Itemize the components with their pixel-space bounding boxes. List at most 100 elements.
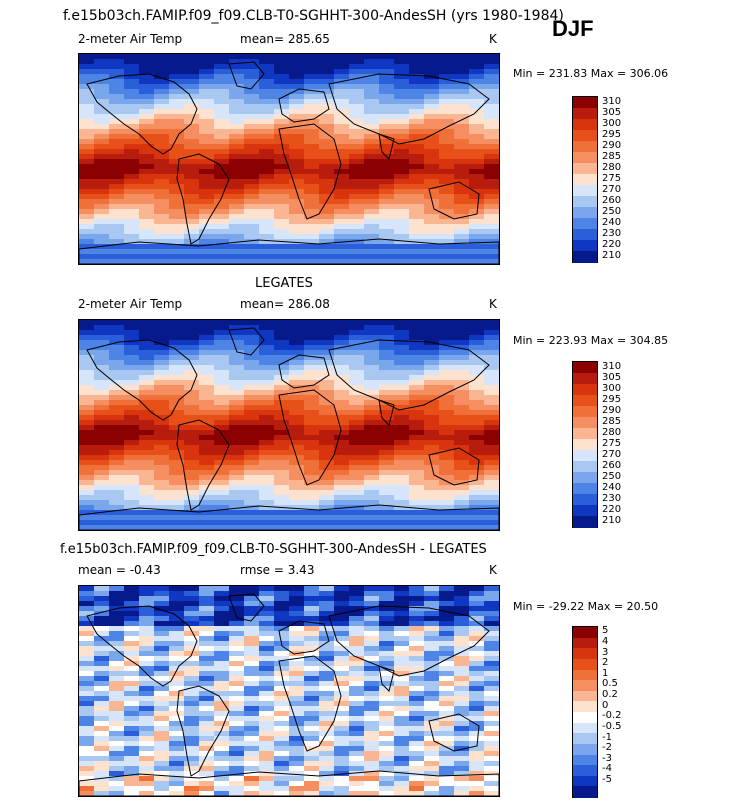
map-cell xyxy=(79,79,95,85)
map-cell xyxy=(94,114,110,120)
map-cell xyxy=(199,721,215,727)
map-cell xyxy=(424,430,440,436)
map-cell xyxy=(469,335,485,341)
map-cell xyxy=(274,460,290,466)
map-cell xyxy=(184,500,200,506)
map-cell xyxy=(379,194,395,200)
map-cell xyxy=(199,621,215,627)
map-cell xyxy=(484,631,499,637)
map-cell xyxy=(484,786,499,792)
map-cell xyxy=(214,109,230,115)
map-cell xyxy=(304,671,320,677)
map-cell xyxy=(109,691,125,697)
map-cell xyxy=(274,129,290,135)
map-cell xyxy=(394,515,410,521)
map-cell xyxy=(124,515,140,521)
map-cell xyxy=(484,109,499,115)
map-cell xyxy=(349,395,365,401)
map-cell xyxy=(364,485,380,491)
map-cell xyxy=(274,616,290,622)
map-cell xyxy=(244,776,260,782)
map-cell xyxy=(424,189,440,195)
map-cell xyxy=(109,656,125,662)
map-cell xyxy=(334,124,350,130)
map-field xyxy=(79,320,499,530)
map-cell xyxy=(439,154,455,160)
map-cell xyxy=(409,395,425,401)
map-cell xyxy=(259,219,275,225)
map-cell xyxy=(364,54,380,60)
map-cell xyxy=(334,320,350,326)
map-cell xyxy=(274,84,290,90)
map-cell xyxy=(424,621,440,627)
map-cell xyxy=(364,134,380,140)
map-cell xyxy=(334,691,350,697)
map-cell xyxy=(484,515,499,521)
map-cell xyxy=(184,741,200,747)
map-cell xyxy=(469,440,485,446)
map-cell xyxy=(169,405,185,411)
map-cell xyxy=(79,681,95,687)
map-cell xyxy=(319,751,335,757)
map-cell xyxy=(229,229,245,235)
map-cell xyxy=(394,606,410,612)
map-cell xyxy=(454,786,470,792)
map-cell xyxy=(94,124,110,130)
map-cell xyxy=(79,114,95,120)
map-cell xyxy=(109,455,125,461)
map-cell xyxy=(244,681,260,687)
map-cell xyxy=(79,721,95,727)
map-cell xyxy=(304,726,320,732)
map-cell xyxy=(334,430,350,436)
map-cell xyxy=(289,380,305,386)
map-cell xyxy=(409,520,425,526)
map-cell xyxy=(259,525,275,530)
map-cell xyxy=(394,601,410,607)
map-cell xyxy=(364,656,380,662)
map-cell xyxy=(394,124,410,130)
map-cell xyxy=(79,179,95,185)
map-cell xyxy=(139,455,155,461)
map-cell xyxy=(409,606,425,612)
map-cell xyxy=(214,465,230,471)
map-cell xyxy=(424,646,440,652)
map-cell xyxy=(304,149,320,155)
map-cell xyxy=(214,204,230,210)
map-cell xyxy=(274,721,290,727)
map-cell xyxy=(109,666,125,672)
map-cell xyxy=(94,786,110,792)
map-cell xyxy=(184,149,200,155)
map-cell xyxy=(364,380,380,386)
map-cell xyxy=(124,671,140,677)
map-cell xyxy=(454,455,470,461)
map-cell xyxy=(439,505,455,511)
map-cell xyxy=(229,119,245,125)
map-cell xyxy=(214,385,230,391)
map-cell xyxy=(169,776,185,782)
map-cell xyxy=(139,776,155,782)
map-cell xyxy=(379,259,395,264)
map-cell xyxy=(169,646,185,652)
map-cell xyxy=(334,781,350,787)
map-cell xyxy=(229,134,245,140)
map-cell xyxy=(289,415,305,421)
map-cell xyxy=(334,616,350,622)
map-cell xyxy=(124,626,140,632)
map-cell xyxy=(484,184,499,190)
map-cell xyxy=(139,686,155,692)
map-cell xyxy=(79,184,95,190)
map-cell xyxy=(379,234,395,240)
map-cell xyxy=(124,345,140,351)
map-cell xyxy=(484,460,499,466)
map-cell xyxy=(139,159,155,165)
map-cell xyxy=(364,726,380,732)
map-cell xyxy=(394,741,410,747)
map-cell xyxy=(334,129,350,135)
map-cell xyxy=(394,706,410,712)
map-cell xyxy=(364,400,380,406)
map-cell xyxy=(259,746,275,752)
map-cell xyxy=(244,701,260,707)
map-cell xyxy=(364,194,380,200)
map-cell xyxy=(289,586,305,592)
map-cell xyxy=(124,54,140,60)
